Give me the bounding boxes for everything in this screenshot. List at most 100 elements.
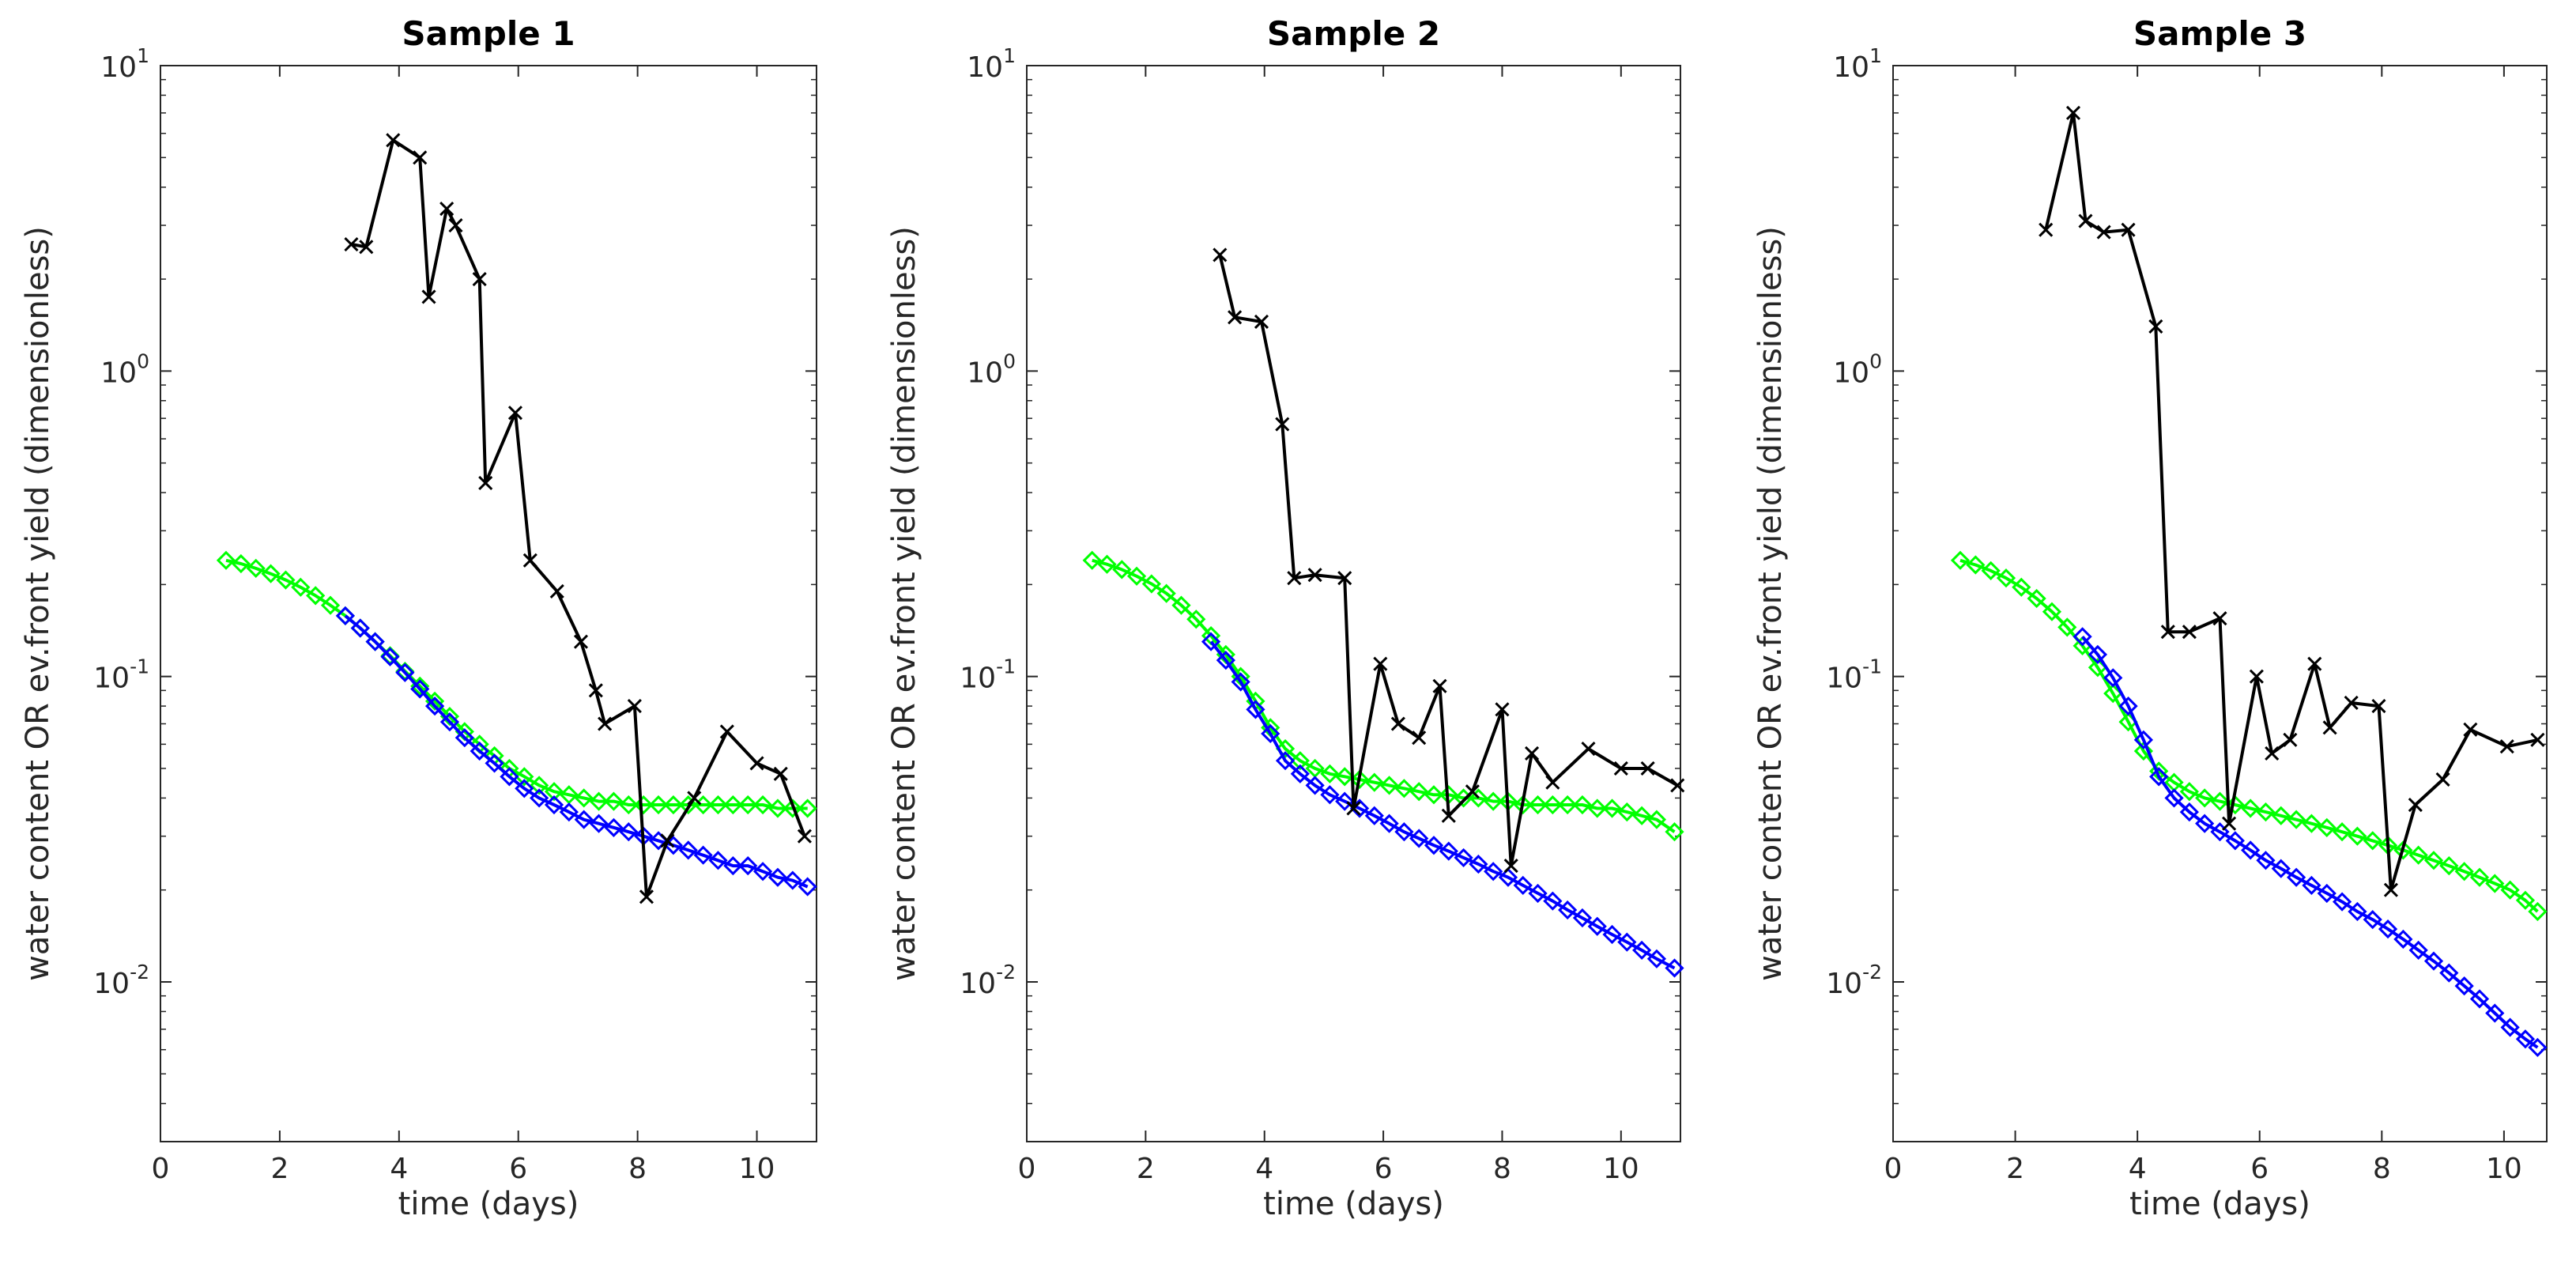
- data-point: [2439, 963, 2459, 983]
- data-point: [1640, 761, 1655, 776]
- data-point: [2423, 851, 2444, 870]
- x-tick-label: 6: [2250, 1153, 2269, 1185]
- x-tick-label: 8: [628, 1153, 647, 1185]
- sample-2-plot: Sample 2 time (days) water content OR ev…: [886, 14, 1685, 1222]
- data-point: [773, 766, 788, 781]
- plot-title: Sample 3: [2133, 14, 2306, 53]
- y-tick-label: 100: [1833, 349, 1882, 389]
- data-point: [2118, 696, 2138, 716]
- data-point: [1424, 785, 1444, 805]
- data-point: [573, 634, 589, 649]
- data-point: [1632, 940, 1652, 961]
- data-point: [627, 699, 642, 714]
- y-axis-label: water content OR ev.front yield (dimensi…: [1752, 226, 1789, 981]
- data-point: [1379, 814, 1399, 833]
- data-point: [2348, 901, 2367, 922]
- data-point: [2454, 862, 2474, 882]
- data-point: [752, 862, 773, 882]
- data-point: [2393, 929, 2413, 950]
- y-tick-label: 10-1: [93, 655, 149, 695]
- axes-box: [1892, 65, 2548, 1142]
- data-point: [507, 406, 523, 421]
- data-point: [350, 618, 370, 638]
- data-point: [2271, 859, 2291, 878]
- data-point: [1646, 949, 1667, 968]
- data-point: [530, 776, 549, 795]
- data-point: [752, 795, 773, 815]
- data-point: [2256, 851, 2276, 870]
- data-point: [749, 756, 764, 771]
- data-point: [320, 595, 341, 615]
- data-point: [421, 289, 436, 304]
- data-point: [768, 867, 788, 887]
- data-point: [2469, 989, 2490, 1009]
- data-point: [2179, 782, 2199, 802]
- data-point: [2265, 746, 2280, 761]
- data-point: [2121, 222, 2136, 237]
- data-point: [344, 236, 359, 252]
- data-point: [2103, 668, 2123, 688]
- data-point: [1335, 767, 1355, 787]
- x-tick-label: 8: [1493, 1153, 1511, 1185]
- x-tick-label: 0: [1018, 1153, 1036, 1185]
- data-point: [798, 799, 817, 818]
- data-point: [1646, 810, 1667, 829]
- data-point: [598, 716, 613, 731]
- data-point: [1454, 848, 1473, 868]
- data-point: [246, 558, 266, 578]
- x-tick-label: 8: [2373, 1153, 2391, 1185]
- data-point: [2078, 213, 2093, 228]
- data-point: [604, 791, 624, 811]
- data-point: [1572, 795, 1593, 815]
- data-point: [723, 795, 743, 815]
- data-point: [768, 799, 788, 818]
- data-point: [1201, 632, 1221, 651]
- x-tick-label: 4: [1255, 1153, 1273, 1185]
- x-tick-label: 10: [739, 1153, 775, 1185]
- data-point: [1528, 883, 1548, 904]
- data-point: [2160, 625, 2175, 640]
- data-point: [619, 795, 639, 815]
- y-tick-label: 10-2: [93, 961, 149, 1000]
- data-point: [544, 782, 564, 802]
- data-point: [1966, 555, 1986, 575]
- data-point: [1587, 916, 1607, 936]
- data-point: [2286, 867, 2306, 887]
- data-point: [1320, 785, 1340, 805]
- data-point: [530, 788, 549, 808]
- plot-title: Sample 1: [402, 14, 575, 53]
- axes-box: [160, 65, 817, 1142]
- data-point: [2344, 695, 2359, 711]
- x-tick-label: 0: [152, 1153, 170, 1185]
- data-point: [1545, 775, 1560, 790]
- series-line: [344, 614, 809, 889]
- series-line: [2081, 636, 2539, 1049]
- data-point: [2463, 722, 2478, 737]
- x-tick-label: 2: [270, 1153, 289, 1185]
- data-point: [1617, 802, 1637, 822]
- x-tick-label: 6: [509, 1153, 527, 1185]
- data-point: [604, 817, 624, 837]
- data-point: [639, 889, 654, 904]
- data-point: [693, 845, 713, 865]
- data-point: [515, 779, 534, 799]
- data-point: [1981, 561, 2001, 580]
- data-point: [797, 829, 812, 844]
- data-point: [1156, 583, 1176, 603]
- data-point: [1503, 859, 1518, 874]
- data-point: [2500, 1017, 2520, 1037]
- data-point: [2271, 806, 2291, 825]
- data-point: [2383, 882, 2398, 897]
- data-point: [291, 577, 311, 597]
- data-point: [2485, 874, 2505, 893]
- data-point: [1246, 700, 1265, 719]
- data-point: [1498, 867, 1518, 887]
- series-line: [225, 558, 808, 810]
- y-tick-label: 10-2: [1826, 961, 1882, 1000]
- data-point: [2317, 817, 2337, 837]
- sample-1-plot: Sample 1 time (days) water content OR ev…: [20, 14, 817, 1222]
- data-point: [2528, 901, 2548, 922]
- y-axis-label: water content OR ev.front yield (dimensi…: [20, 226, 56, 981]
- plot-title: Sample 2: [1267, 14, 1440, 53]
- data-point: [2307, 656, 2322, 671]
